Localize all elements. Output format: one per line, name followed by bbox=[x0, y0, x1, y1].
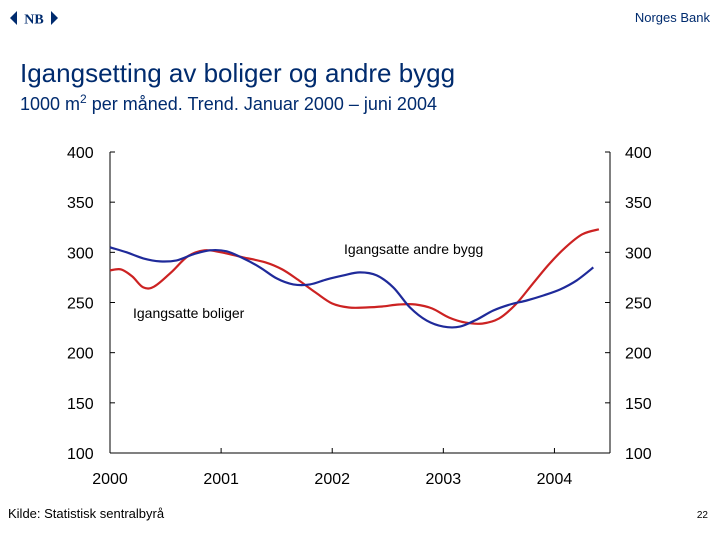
annotation-boliger: Igangsatte boliger bbox=[133, 305, 245, 321]
page-number: 22 bbox=[696, 510, 708, 521]
series-line-0 bbox=[109, 228, 600, 325]
subtitle-superscript: 2 bbox=[80, 92, 87, 106]
y-tick-label-right-400: 400 bbox=[625, 145, 652, 162]
source-note: Kilde: Statistisk sentralbyrå bbox=[8, 506, 165, 521]
y-tick-label-left-200: 200 bbox=[67, 346, 94, 363]
subtitle-prefix: 1000 m bbox=[20, 94, 81, 114]
norges-bank-logo: NB bbox=[10, 11, 58, 28]
y-tick-label-left-250: 250 bbox=[67, 296, 94, 313]
y-tick-label-left-150: 150 bbox=[67, 396, 94, 413]
bank-name: Norges Bank bbox=[634, 10, 710, 25]
y-tick-label-right-200: 200 bbox=[625, 346, 652, 363]
y-tick-label-left-400: 400 bbox=[67, 145, 94, 162]
subtitle-suffix: per måned. Trend. Januar 2000 – juni 200… bbox=[86, 94, 437, 114]
x-tick-label-2004: 2004 bbox=[537, 471, 573, 488]
y-tick-label-left-350: 350 bbox=[67, 195, 94, 212]
x-tick-label-2003: 2003 bbox=[426, 471, 462, 488]
y-tick-label-left-300: 300 bbox=[67, 245, 94, 262]
annotation-andre-bygg: Igangsatte andre bygg bbox=[344, 241, 483, 257]
logo-text: NB bbox=[24, 13, 43, 28]
y-tick-label-right-300: 300 bbox=[625, 245, 652, 262]
series-line-1 bbox=[109, 246, 594, 329]
y-tick-label-right-100: 100 bbox=[625, 446, 652, 463]
y-tick-label-right-350: 350 bbox=[625, 195, 652, 212]
y-tick-label-right-250: 250 bbox=[625, 296, 652, 313]
chart-title: Igangsetting av boliger og andre bygg bbox=[20, 58, 456, 88]
x-tick-label-2000: 2000 bbox=[92, 471, 128, 488]
y-tick-label-right-150: 150 bbox=[625, 396, 652, 413]
chart-subtitle: 1000 m2 per måned. Trend. Januar 2000 – … bbox=[20, 92, 437, 115]
x-tick-label-2002: 2002 bbox=[314, 471, 350, 488]
y-tick-label-left-100: 100 bbox=[67, 446, 94, 463]
x-tick-label-2001: 2001 bbox=[203, 471, 239, 488]
